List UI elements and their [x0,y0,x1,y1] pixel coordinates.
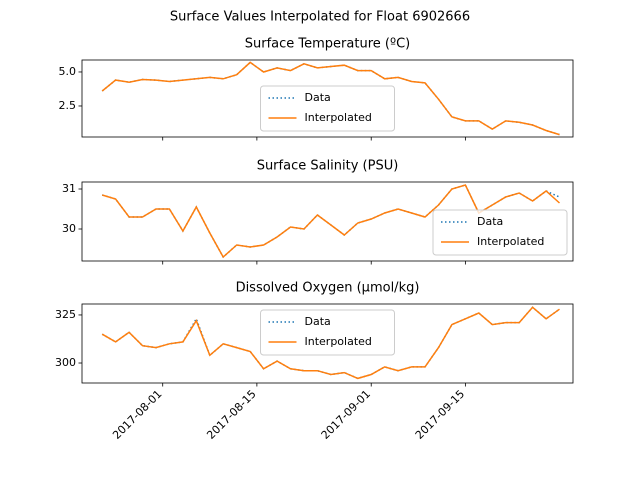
axes-frame [81,59,574,138]
figure-title: Surface Values Interpolated for Float 69… [170,10,470,25]
axes-frame [81,303,574,384]
y-tick-label: 31 [62,182,76,195]
legend-label: Data [477,215,503,228]
axes-frame [81,181,574,262]
panel-title: Surface Salinity (PSU) [257,159,399,174]
x-tick-label-group: 2017-09-15 [413,387,467,441]
panel-title: Dissolved Oxygen (µmol/kg) [236,281,420,296]
legend-label: Interpolated [305,111,372,124]
y-tick-label: 30 [62,222,76,235]
x-tick-label: 2017-09-01 [319,387,373,441]
y-tick-label: 5.0 [59,65,77,78]
x-tick-label: 2017-09-15 [413,387,467,441]
legend-label: Interpolated [305,335,372,348]
x-tick-label-group: 2017-08-15 [204,387,258,441]
legend-label: Interpolated [477,235,544,248]
legend-label: Data [305,91,331,104]
y-tick-label: 325 [55,308,76,321]
y-tick-label: 300 [55,356,76,369]
x-tick-label-group: 2017-08-01 [110,387,164,441]
legend-label: Data [305,315,331,328]
y-tick-label: 2.5 [59,99,77,112]
series-line [101,61,560,136]
panel-title: Surface Temperature (ºC) [245,37,410,52]
series-line [101,306,560,380]
x-tick-label: 2017-08-01 [110,387,164,441]
x-tick-label: 2017-08-15 [204,387,258,441]
x-tick-label-group: 2017-09-01 [319,387,373,441]
